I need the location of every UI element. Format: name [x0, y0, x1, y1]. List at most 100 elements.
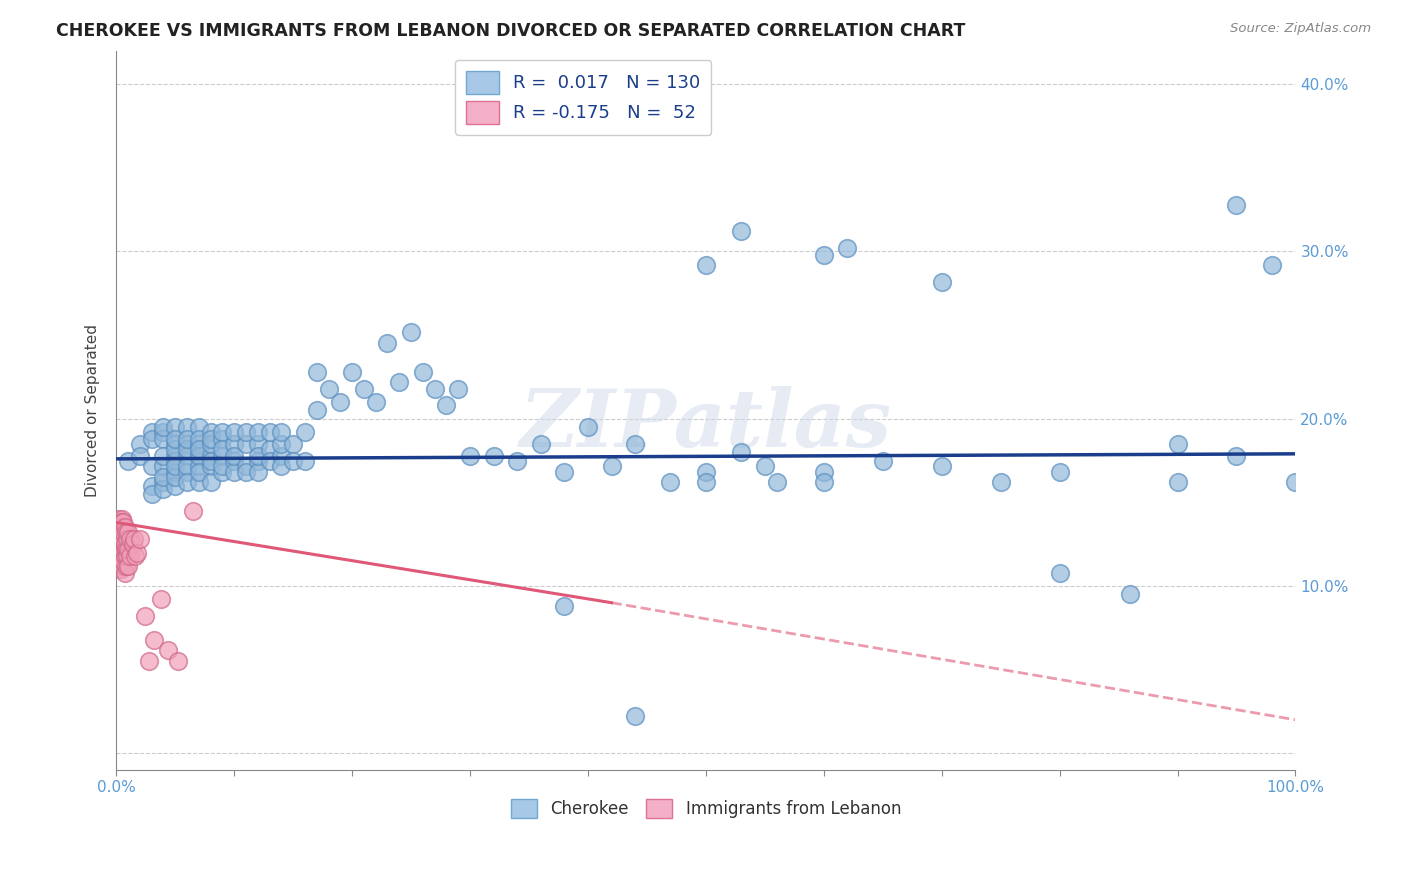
Point — [114, 525, 136, 540]
Point — [187, 475, 209, 490]
Point — [730, 445, 752, 459]
Point — [553, 599, 575, 613]
Point — [600, 458, 623, 473]
Point — [111, 525, 134, 540]
Point — [270, 449, 292, 463]
Point — [1119, 587, 1142, 601]
Point — [624, 437, 647, 451]
Point — [110, 549, 132, 563]
Point — [187, 432, 209, 446]
Point — [224, 437, 246, 451]
Point — [436, 398, 458, 412]
Point — [813, 465, 835, 479]
Point — [1284, 475, 1306, 490]
Point — [388, 375, 411, 389]
Point — [111, 549, 134, 563]
Point — [150, 592, 173, 607]
Point — [259, 425, 281, 439]
Point — [305, 403, 328, 417]
Point — [200, 475, 222, 490]
Point — [458, 449, 481, 463]
Point — [246, 449, 269, 463]
Point — [110, 525, 132, 540]
Point — [931, 458, 953, 473]
Point — [294, 453, 316, 467]
Point — [200, 437, 222, 451]
Point — [111, 512, 134, 526]
Point — [114, 558, 136, 573]
Point — [152, 475, 174, 490]
Point — [576, 420, 599, 434]
Point — [152, 458, 174, 473]
Point — [211, 465, 233, 479]
Point — [200, 449, 222, 463]
Point — [120, 532, 142, 546]
Point — [246, 425, 269, 439]
Point — [318, 382, 340, 396]
Point — [872, 453, 894, 467]
Point — [224, 453, 246, 467]
Point — [1261, 258, 1284, 272]
Point — [141, 478, 163, 492]
Point — [165, 420, 187, 434]
Point — [1167, 437, 1189, 451]
Point — [165, 449, 187, 463]
Point — [112, 532, 135, 546]
Point — [765, 475, 787, 490]
Point — [111, 558, 134, 573]
Point — [340, 365, 363, 379]
Point — [165, 458, 187, 473]
Point — [112, 554, 135, 568]
Point — [128, 449, 150, 463]
Point — [165, 478, 187, 492]
Legend: Cherokee, Immigrants from Lebanon: Cherokee, Immigrants from Lebanon — [502, 790, 910, 826]
Point — [270, 437, 292, 451]
Point — [353, 382, 375, 396]
Point — [110, 532, 132, 546]
Point — [399, 325, 422, 339]
Point — [114, 566, 136, 580]
Point — [152, 420, 174, 434]
Point — [200, 432, 222, 446]
Point — [128, 532, 150, 546]
Point — [117, 525, 139, 540]
Point — [187, 442, 209, 456]
Point — [659, 475, 682, 490]
Point — [246, 453, 269, 467]
Point — [124, 549, 146, 563]
Point — [259, 453, 281, 467]
Point — [114, 542, 136, 557]
Point — [176, 442, 198, 456]
Point — [813, 475, 835, 490]
Point — [111, 516, 134, 530]
Point — [108, 554, 131, 568]
Text: ZIPatlas: ZIPatlas — [520, 386, 891, 464]
Point — [115, 532, 138, 546]
Point — [200, 453, 222, 467]
Point — [1225, 197, 1247, 211]
Point — [141, 425, 163, 439]
Point — [200, 458, 222, 473]
Text: CHEROKEE VS IMMIGRANTS FROM LEBANON DIVORCED OR SEPARATED CORRELATION CHART: CHEROKEE VS IMMIGRANTS FROM LEBANON DIVO… — [56, 22, 966, 40]
Point — [1049, 465, 1071, 479]
Y-axis label: Divorced or Separated: Divorced or Separated — [86, 324, 100, 497]
Point — [270, 425, 292, 439]
Point — [107, 532, 129, 546]
Point — [482, 449, 505, 463]
Point — [165, 453, 187, 467]
Point — [281, 437, 304, 451]
Point — [211, 432, 233, 446]
Point — [176, 465, 198, 479]
Point — [624, 709, 647, 723]
Point — [754, 458, 776, 473]
Point — [152, 482, 174, 496]
Point — [246, 437, 269, 451]
Point — [176, 437, 198, 451]
Point — [695, 258, 717, 272]
Point — [108, 542, 131, 557]
Point — [141, 432, 163, 446]
Point — [281, 453, 304, 467]
Point — [111, 542, 134, 557]
Point — [224, 425, 246, 439]
Point — [187, 458, 209, 473]
